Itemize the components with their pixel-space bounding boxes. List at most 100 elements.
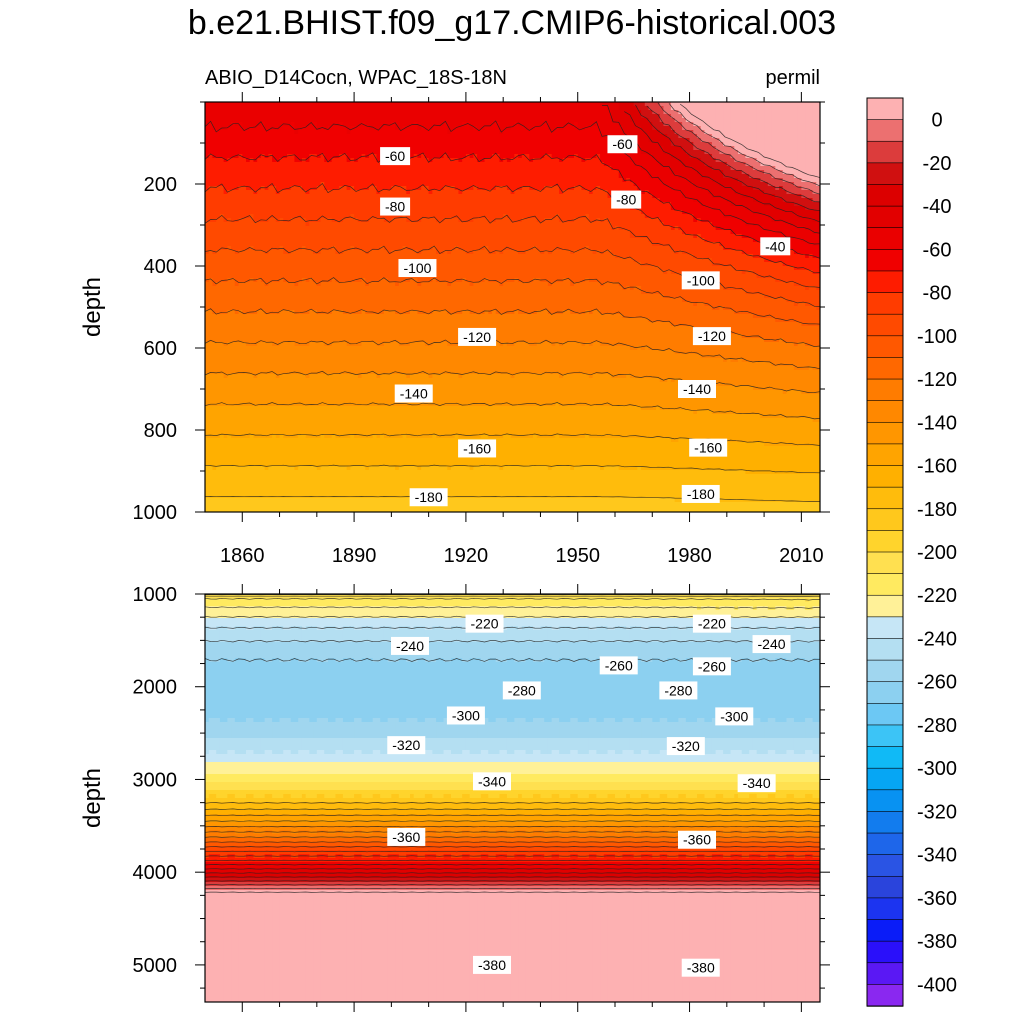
colorbar-tick-label: -280 [917, 715, 957, 737]
colorbar-swatch [867, 703, 903, 725]
contour-label: -340 [738, 774, 776, 792]
colorbar-swatch [867, 876, 903, 898]
colorbar-swatch [867, 552, 903, 574]
y-tick-label: 1000 [133, 502, 178, 524]
colorbar-swatch [867, 98, 903, 120]
colorbar-tick-label: -240 [917, 629, 957, 651]
y-tick-label: 1000 [133, 584, 178, 606]
colorbar-swatch [867, 336, 903, 358]
contour-label: -240 [753, 635, 791, 653]
colorbar-swatch [867, 401, 903, 423]
colorbar-tick-label: 0 [931, 110, 942, 132]
colorbar-swatch [867, 530, 903, 552]
colorbar-tick-label: -340 [917, 845, 957, 867]
figure-title: b.e21.BHIST.f09_g17.CMIP6-historical.003 [0, 4, 1024, 43]
colorbar-tick-label: -220 [917, 585, 957, 607]
colorbar-tick-label: -200 [917, 542, 957, 564]
colorbar-swatch [867, 509, 903, 531]
upper-panel-fill [205, 102, 821, 515]
colorbar-swatch [867, 833, 903, 855]
y-tick-label: 600 [144, 338, 177, 360]
colorbar-swatch [867, 920, 903, 942]
colorbar-swatch [867, 314, 903, 336]
x-tick-label: 2010 [779, 545, 824, 567]
y-tick-label: 3000 [133, 769, 178, 791]
colorbar-swatch [867, 293, 903, 315]
colorbar-swatch [867, 487, 903, 509]
contour-label: -260 [600, 656, 638, 674]
colorbar-tick-label: -180 [917, 499, 957, 521]
contour-label: -120 [458, 328, 496, 346]
colorbar-tick-label: -140 [917, 412, 957, 434]
x-tick-label: 1890 [332, 545, 377, 567]
contour-label: -280 [503, 681, 541, 699]
contour-label: -320 [387, 736, 425, 754]
colorbar-tick-label: -360 [917, 888, 957, 910]
colorbar-swatch [867, 898, 903, 920]
contour-label: -180 [410, 488, 448, 506]
contour-label: -220 [466, 615, 504, 633]
colorbar-swatch [867, 725, 903, 747]
colorbar-swatch [867, 271, 903, 293]
lower-panel-fill [205, 594, 821, 1003]
contour-label: -380 [473, 956, 511, 974]
x-tick-label: 1920 [444, 545, 489, 567]
y-tick-label: 2000 [133, 677, 178, 699]
contour-label: -300 [715, 707, 753, 725]
contour-label: -300 [447, 706, 485, 724]
colorbar-swatch [867, 466, 903, 488]
colorbar-tick-label: -160 [917, 456, 957, 478]
colorbar-tick-label: -60 [923, 239, 952, 261]
contour-label: -100 [398, 259, 436, 277]
x-tick-label: 1860 [220, 545, 265, 567]
colorbar-tick-label: -100 [917, 326, 957, 348]
colorbar-tick-label: -80 [923, 283, 952, 305]
x-tick-label: 1980 [667, 545, 712, 567]
colorbar-swatch [867, 790, 903, 812]
colorbar-tick-label: -300 [917, 758, 957, 780]
contour-label: -80 [611, 191, 641, 209]
contour-label: -140 [678, 380, 716, 398]
colorbar-tick-label: -20 [923, 153, 952, 175]
colorbar-swatch [867, 379, 903, 401]
colorbar-swatch [867, 422, 903, 444]
contour-label: -220 [693, 615, 731, 633]
colorbar-swatch [867, 682, 903, 704]
contour-label: -360 [387, 828, 425, 846]
colorbar-swatch [867, 574, 903, 596]
colorbar-tick-label: -400 [917, 974, 957, 996]
colorbar-swatch [867, 963, 903, 985]
contour-label: -280 [659, 681, 697, 699]
colorbar-swatch [867, 206, 903, 228]
colorbar-swatch [867, 141, 903, 163]
y-tick-label: 5000 [133, 955, 178, 977]
colorbar-swatch [867, 163, 903, 185]
contour-label: -60 [607, 135, 637, 153]
contour-label: -360 [678, 831, 716, 849]
contour-label: -140 [395, 385, 433, 403]
colorbar-swatch [867, 984, 903, 1006]
contour-label: -340 [473, 772, 511, 790]
colorbar-swatch [867, 444, 903, 466]
contour-label: -160 [689, 439, 727, 457]
contour-label: -320 [667, 737, 705, 755]
colorbar-swatch [867, 855, 903, 877]
x-tick-label: 1950 [555, 545, 600, 567]
contour-label: -40 [760, 237, 790, 255]
colorbar-tick-label: -380 [917, 931, 957, 953]
subtitle-units: permil [766, 67, 820, 89]
colorbar-swatch [867, 941, 903, 963]
subtitle-left: ABIO_D14Cocn, WPAC_18S-18N [205, 67, 507, 89]
colorbar-swatch [867, 638, 903, 660]
y-tick-label: 400 [144, 256, 177, 278]
contour-label: -120 [693, 327, 731, 345]
colorbar-swatch [867, 184, 903, 206]
contour-label: -60 [380, 147, 410, 165]
colorbar-swatch [867, 617, 903, 639]
colorbar-swatch [867, 595, 903, 617]
contour-label: -100 [682, 271, 720, 289]
colorbar-swatch [867, 249, 903, 271]
contour-label: -80 [380, 198, 410, 216]
colorbar-swatch [867, 811, 903, 833]
